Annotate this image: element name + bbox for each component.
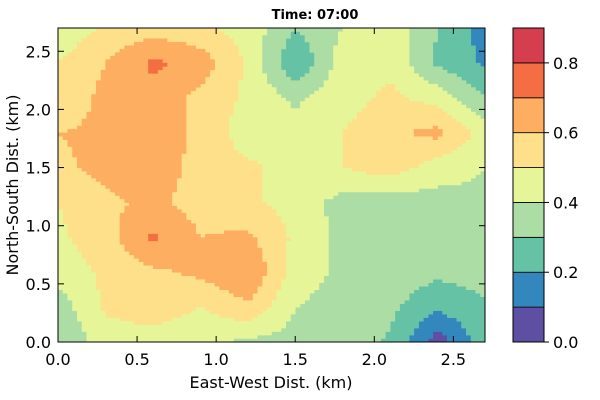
colorbar-swatch bbox=[512, 306, 545, 343]
x-axis-label: East-West Dist. (km) bbox=[190, 373, 353, 392]
x-tick-label: 0.0 bbox=[45, 350, 70, 369]
x-tick-label: 2.5 bbox=[441, 350, 466, 369]
x-tick-label: 1.5 bbox=[282, 350, 307, 369]
plot-frame bbox=[57, 27, 486, 343]
colorbar-tick-label: 0.6 bbox=[553, 124, 578, 143]
colorbar-tick-label: 0.8 bbox=[553, 54, 578, 73]
chart-title: Time: 07:00 bbox=[272, 8, 359, 23]
contour-band-3 bbox=[58, 28, 485, 342]
contour-band-5 bbox=[58, 28, 472, 325]
colorbar-tick-label: 0.2 bbox=[553, 263, 578, 282]
colorbar-swatch bbox=[512, 97, 545, 134]
y-tick-label: 2.0 bbox=[26, 100, 51, 119]
contour-band-4 bbox=[58, 28, 485, 342]
x-axis: 0.0 0.5 1.0 1.5 2.0 2.5 bbox=[45, 28, 466, 369]
plot-area bbox=[58, 28, 485, 342]
y-axis-label: North-South Dist. (km) bbox=[3, 95, 22, 276]
x-tick-label: 2.0 bbox=[362, 350, 387, 369]
colorbar-swatch bbox=[512, 202, 545, 238]
colorbar-swatch bbox=[512, 132, 545, 168]
colorbar-swatch bbox=[512, 62, 545, 99]
y-tick-label: 1.0 bbox=[26, 217, 51, 236]
colorbar-swatch bbox=[512, 271, 545, 308]
contour-band-2 bbox=[280, 28, 485, 342]
colorbar-frame bbox=[512, 27, 545, 343]
y-axis: 0.0 0.5 1.0 1.5 2.0 2.5 bbox=[26, 42, 485, 352]
y-tick-label: 0.5 bbox=[26, 275, 51, 294]
contour-band-1 bbox=[409, 28, 485, 342]
colorbar-swatch bbox=[512, 236, 545, 273]
colorbar-tick-label: 0.4 bbox=[553, 193, 578, 212]
y-tick-label: 1.5 bbox=[26, 159, 51, 178]
colorbar-tick-label: 0.0 bbox=[553, 333, 578, 352]
y-tick-label: 2.5 bbox=[26, 42, 51, 61]
x-tick-label: 0.5 bbox=[124, 350, 149, 369]
contour-band-6 bbox=[58, 38, 443, 301]
colorbar-swatch bbox=[512, 27, 545, 64]
y-tick-label: 0.0 bbox=[26, 333, 51, 352]
colorbar: 0.0 0.2 0.4 0.6 0.8 bbox=[512, 27, 578, 352]
x-tick-label: 1.0 bbox=[203, 350, 228, 369]
colorbar-swatch bbox=[512, 167, 545, 203]
